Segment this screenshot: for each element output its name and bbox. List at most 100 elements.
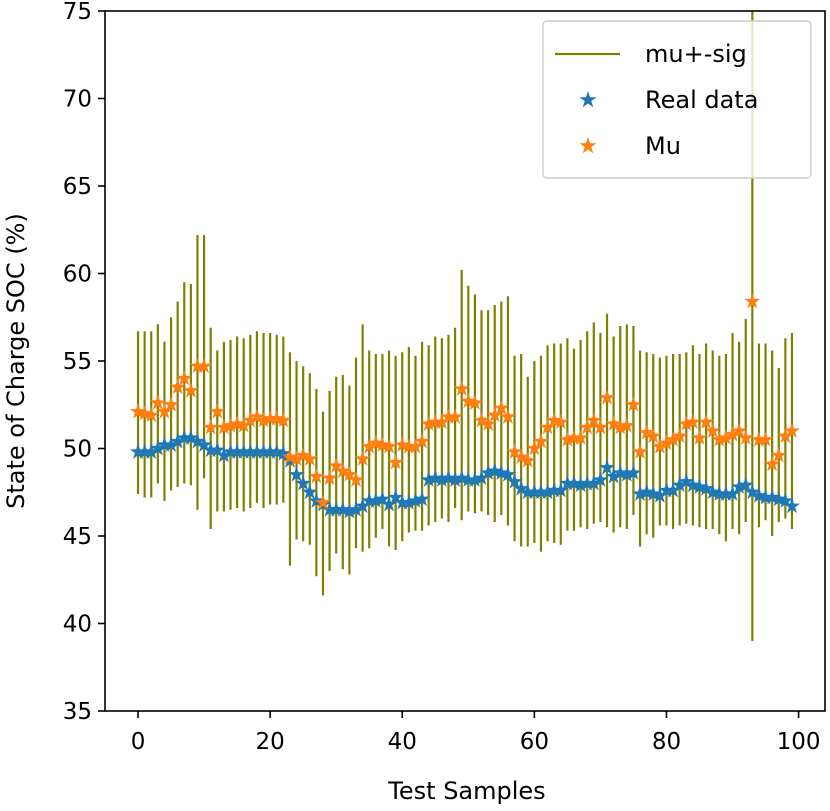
mu-point (651, 438, 668, 454)
mu-point (671, 427, 688, 444)
mu-point (519, 452, 536, 468)
legend: mu+-sig Real data Mu (542, 20, 812, 179)
mu-point (638, 424, 655, 440)
mu-point (526, 440, 543, 456)
mu-point (684, 413, 701, 430)
real-data-point (248, 443, 266, 459)
real-data-point (341, 503, 358, 519)
real-data-point (447, 471, 464, 487)
series-layer (129, 11, 801, 641)
y-tick-label: 70 (63, 87, 92, 113)
real-data-point (209, 441, 226, 458)
real-data-point (361, 492, 378, 508)
mu-point (314, 494, 332, 510)
mu-point (499, 408, 517, 424)
real-data-point (664, 482, 682, 498)
real-data-point (347, 501, 365, 517)
y-tick-label: 65 (63, 174, 92, 200)
mu-point (513, 448, 530, 465)
mu-point (354, 450, 371, 466)
mu-point (770, 447, 787, 463)
real-data-point (380, 496, 398, 512)
x-axis-title: Test Samples (387, 777, 545, 805)
mu-point (506, 443, 523, 459)
mu-point (698, 413, 715, 430)
mu-point (618, 417, 635, 433)
mu-point (572, 429, 589, 445)
mu-point (565, 429, 583, 445)
real-data-point (572, 476, 589, 493)
real-data-point (671, 476, 688, 493)
mu-point (744, 293, 761, 309)
mu-point (605, 415, 622, 431)
mu-point (711, 431, 728, 447)
mu-point (380, 438, 398, 454)
mu-point (453, 380, 470, 396)
mu-point (295, 447, 312, 463)
mu-point (407, 438, 424, 454)
real-data-point (625, 464, 642, 480)
real-data-point (328, 501, 345, 517)
real-data-point (129, 443, 147, 459)
real-data-point (744, 483, 761, 500)
real-data-point (235, 443, 252, 459)
mu-point (321, 469, 338, 486)
real-data-point (651, 487, 668, 503)
mu-point (189, 357, 206, 374)
legend-box (542, 20, 812, 179)
real-data-point (711, 485, 728, 501)
real-data-point (592, 471, 609, 487)
mu-point (731, 422, 748, 438)
mu-point (387, 454, 404, 470)
mu-point (691, 429, 708, 445)
real-data-point (783, 497, 801, 514)
mu-point (486, 406, 503, 423)
real-data-point (288, 466, 305, 482)
real-data-point (394, 494, 411, 510)
real-data-point (506, 473, 523, 489)
real-data-point (367, 492, 384, 508)
mu-point (215, 419, 232, 435)
plot-area (129, 11, 801, 641)
real-data-point (698, 480, 715, 496)
mu-point (678, 415, 695, 431)
real-data-point (724, 485, 741, 501)
real-data-point (354, 497, 371, 514)
real-data-point (182, 429, 199, 445)
real-data-point (262, 443, 279, 459)
real-data-point (189, 433, 206, 449)
real-data-point (387, 489, 404, 505)
mu-point (301, 450, 318, 466)
mu-point (361, 438, 378, 454)
mu-point (143, 406, 160, 423)
real-data-point (757, 489, 774, 505)
real-data-point (539, 483, 556, 500)
real-data-point (433, 471, 450, 487)
real-data-point (156, 436, 173, 452)
real-data-point (136, 443, 153, 459)
mu-point (493, 399, 510, 416)
real-data-point (513, 480, 530, 496)
real-data-point (532, 483, 550, 500)
real-data-point (499, 466, 517, 482)
mu-point (625, 396, 642, 412)
real-data-point (229, 443, 246, 459)
mu-point (427, 413, 444, 430)
real-data-point (420, 471, 437, 487)
mu-point (631, 443, 649, 459)
mu-point (783, 422, 801, 438)
mu-point (585, 412, 602, 428)
mu-point (176, 370, 193, 386)
mu-point (764, 455, 781, 472)
legend-star-swatch (579, 137, 597, 154)
mu-point (235, 417, 252, 433)
real-data-point (618, 466, 635, 482)
mu-point (182, 382, 199, 398)
y-tick-label: 45 (63, 524, 92, 550)
real-data-point (176, 429, 193, 445)
mu-point (750, 431, 768, 447)
real-data-point (678, 473, 695, 489)
mu-point (717, 429, 734, 445)
real-data-point (559, 475, 576, 491)
